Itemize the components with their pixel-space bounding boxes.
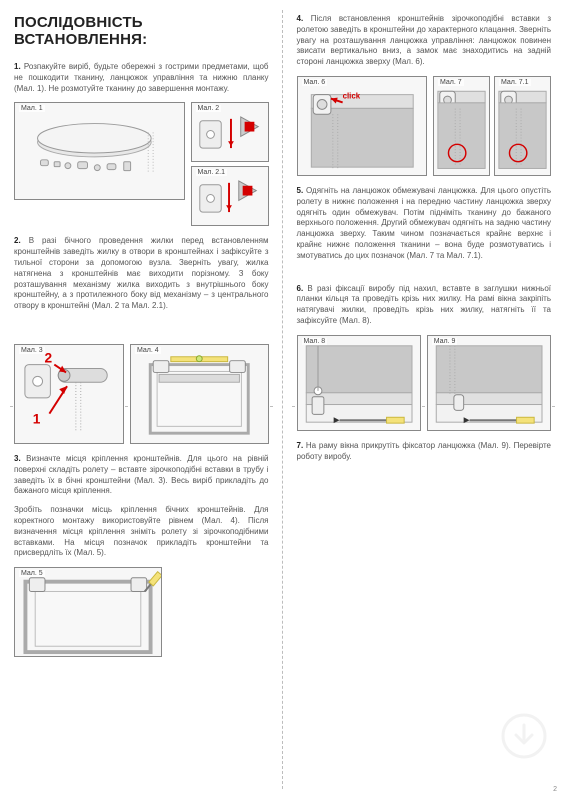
figure-9-label: Мал. 9 xyxy=(432,338,458,345)
para-2-lead: 2. xyxy=(14,236,21,245)
figure-6-click: click xyxy=(342,92,360,101)
para-1-text: Розпакуйте виріб, будьте обережні з гост… xyxy=(14,62,269,93)
figure-row-3: Мал. 5 xyxy=(14,567,269,657)
figure-6: Мал. 6 click xyxy=(297,76,428,176)
left-column: ПОСЛІДОВНІСТЬ ВСТАНОВЛЕННЯ: 1. Розпакуйт… xyxy=(0,0,283,799)
figure-5-svg xyxy=(15,568,161,656)
para-3-text: Визначте місця кріплення кронштейнів. Дл… xyxy=(14,454,269,495)
figure-6-svg: click xyxy=(298,77,427,175)
figure-row-1: Мал. 1 Мал. 2 xyxy=(14,102,269,226)
figure-5-label: Мал. 5 xyxy=(19,570,45,577)
figure-1-svg xyxy=(15,103,184,199)
page: ПОСЛІДОВНІСТЬ ВСТАНОВЛЕННЯ: 1. Розпакуйт… xyxy=(0,0,565,799)
figure-9-svg xyxy=(428,336,550,430)
figure-3-num-1: 1 xyxy=(33,411,41,426)
paragraph-7: 7. На раму вікна прикрутіть фіксатор лан… xyxy=(297,441,552,463)
para-4-text: Після встановлення кронштейнів зірочкопо… xyxy=(297,14,552,66)
figure-8: Мал. 8 xyxy=(297,335,421,431)
figure-7-group: Мал. 7 Мал. 7.1 xyxy=(433,76,551,176)
figure-row-2: Мал. 3 1 2 Мал. 4 xyxy=(14,344,269,444)
figure-8-svg xyxy=(298,336,420,430)
figure-5: Мал. 5 xyxy=(14,567,162,657)
figure-9: Мал. 9 xyxy=(427,335,551,431)
figure-7-label: Мал. 7 xyxy=(438,79,464,86)
figure-3: Мал. 3 1 2 xyxy=(14,344,124,444)
figure-2-1: Мал. 2.1 xyxy=(191,166,269,226)
paragraph-2: 2. В разі бічного проведення жилки перед… xyxy=(14,236,269,312)
figure-row-4: Мал. 6 click Мал. 7 xyxy=(297,76,552,176)
figure-4: Мал. 4 xyxy=(130,344,269,444)
para-3-lead: 3. xyxy=(14,454,21,463)
paragraph-4: 4. Після встановлення кронштейнів зірочк… xyxy=(297,14,552,68)
figure-7-svg xyxy=(434,77,489,175)
para-6-text: В разі фіксації виробу під нахил, вставт… xyxy=(297,284,552,325)
paragraph-1: 1. Розпакуйте виріб, будьте обережні з г… xyxy=(14,62,269,94)
right-column: 4. Після встановлення кронштейнів зірочк… xyxy=(283,0,565,799)
figure-3-svg: 1 2 xyxy=(15,345,123,443)
figure-1: Мал. 1 xyxy=(14,102,185,200)
para-1-lead: 1. xyxy=(14,62,21,71)
figure-8-label: Мал. 8 xyxy=(302,338,328,345)
para-7-text: На раму вікна прикрутіть фіксатор ланцюж… xyxy=(297,441,552,461)
figure-7-1-svg xyxy=(495,77,550,175)
page-number: 2 xyxy=(553,786,557,793)
paragraph-5: 5. Одягніть на ланцюжок обмежувачі ланцю… xyxy=(297,186,552,262)
para-5-text: Одягніть на ланцюжок обмежувачі ланцюжка… xyxy=(297,186,552,260)
spacer xyxy=(14,320,269,338)
figure-row-5: Мал. 8 Мал. 9 xyxy=(297,335,552,431)
page-title: ПОСЛІДОВНІСТЬ ВСТАНОВЛЕННЯ: xyxy=(14,14,269,48)
figure-6-label: Мал. 6 xyxy=(302,79,328,86)
paragraph-3b: Зробіть позначки місць кріплення бічних … xyxy=(14,505,269,559)
figure-7: Мал. 7 xyxy=(433,76,490,176)
paragraph-6: 6. В разі фіксації виробу під нахил, вст… xyxy=(297,284,552,327)
watermark-icon xyxy=(501,713,547,759)
para-2-text: В разі бічного проведення жилки перед вс… xyxy=(14,236,269,310)
figure-4-svg xyxy=(131,345,268,443)
figure-4-label: Мал. 4 xyxy=(135,347,161,354)
figure-3-num-2: 2 xyxy=(45,351,53,366)
paragraph-3: 3. Визначте місця кріплення кронштейнів.… xyxy=(14,454,269,497)
figure-3-label: Мал. 3 xyxy=(19,347,45,354)
figure-2-label: Мал. 2 xyxy=(196,105,222,112)
figure-2: Мал. 2 xyxy=(191,102,269,162)
figure-7-1-label: Мал. 7.1 xyxy=(499,79,531,86)
figure-2-stack: Мал. 2 Мал. 2.1 xyxy=(191,102,269,226)
figure-2-1-label: Мал. 2.1 xyxy=(196,169,228,176)
spacer-2 xyxy=(297,270,552,284)
figure-1-label: Мал. 1 xyxy=(19,105,45,112)
figure-7-1: Мал. 7.1 xyxy=(494,76,551,176)
